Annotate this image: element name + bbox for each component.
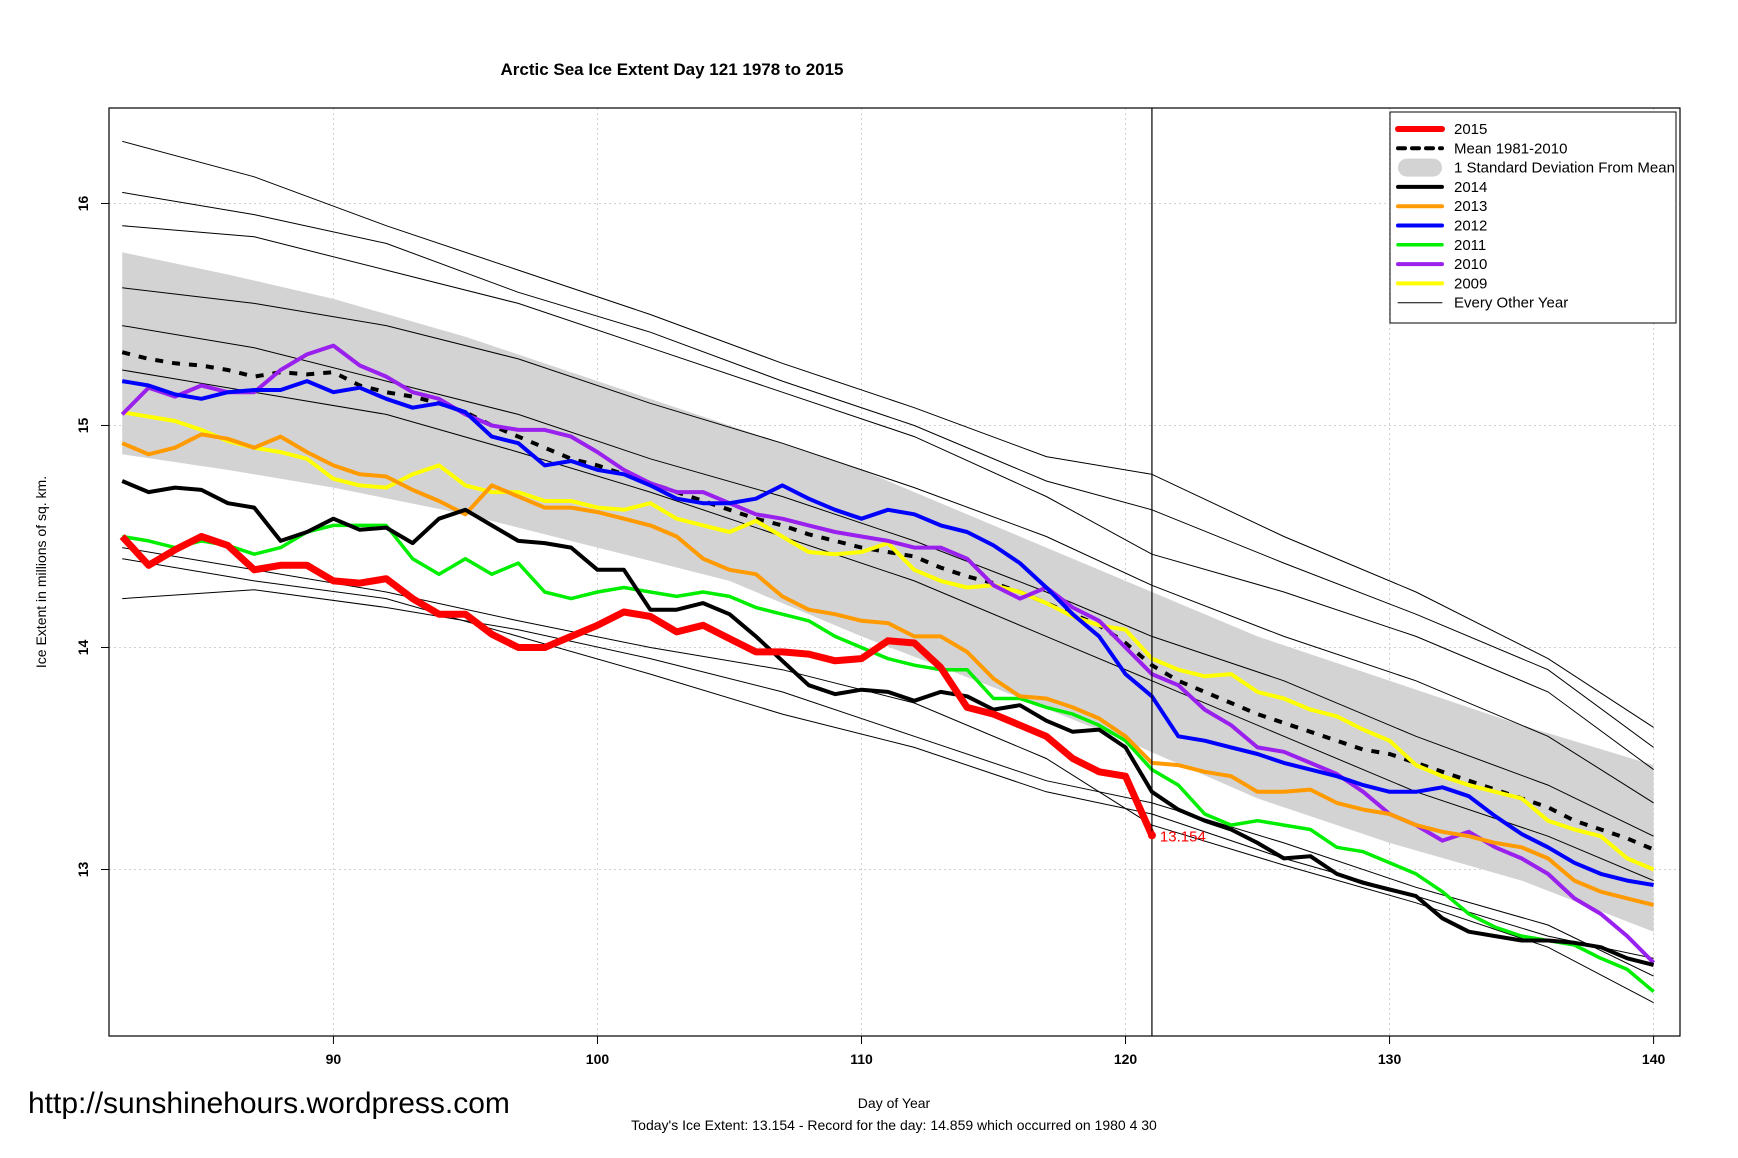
legend-label-y2014: 2014 [1454, 179, 1487, 196]
legend-label-mean: Mean 1981-2010 [1454, 140, 1567, 157]
y-axis: 13 14 15 16 [75, 195, 109, 877]
y-axis-label: Ice Extent in millions of sq. km. [33, 476, 49, 668]
legend-label-other: Every Other Year [1454, 295, 1568, 312]
legend-label-y2012: 2012 [1454, 218, 1487, 235]
series-line-y2012 [121, 379, 1654, 887]
footer-note: Today's Ice Extent: 13.154 - Record for … [631, 1117, 1157, 1133]
x-tick-label-120: 120 [1114, 1051, 1138, 1067]
plot-frame [108, 107, 1681, 1037]
x-tick-label-130: 130 [1378, 1051, 1402, 1067]
x-tick-label-100: 100 [586, 1051, 610, 1067]
other-year-line-4 [122, 325, 1654, 837]
series-line-y2014 [121, 479, 1655, 967]
other-year-line-1 [122, 191, 1654, 748]
chart-title: Arctic Sea Ice Extent Day 121 1978 to 20… [500, 60, 843, 79]
y-tick-label-16: 16 [75, 195, 91, 211]
highlight-year-lines [119, 343, 1656, 993]
legend-label-y2015: 2015 [1454, 121, 1487, 138]
x-tick-label-110: 110 [850, 1051, 873, 1067]
series-line-y2009 [121, 410, 1655, 872]
x-tick-label-90: 90 [326, 1051, 342, 1067]
other-year-line-6 [122, 547, 1654, 1004]
y-tick-label-13: 13 [75, 861, 91, 877]
today-value-label: 13.154 [1160, 828, 1206, 845]
std-deviation-band [122, 252, 1654, 932]
legend: 2015 Mean 1981-2010 1 Standard Deviation F… [1389, 111, 1677, 324]
other-year-line-0 [122, 140, 1654, 728]
y-tick-label-15: 15 [75, 417, 91, 433]
legend-swatch-band [1398, 158, 1442, 177]
series-line-y2013 [121, 432, 1655, 907]
x-tick-label-140: 140 [1642, 1051, 1666, 1067]
x-axis: 90 100 110 120 130 140 [326, 1036, 1666, 1067]
legend-label-band: 1 Standard Deviation From Mean [1454, 160, 1675, 177]
today-point [1147, 831, 1156, 840]
legend-label-y2010: 2010 [1454, 256, 1487, 273]
source-url[interactable]: http://sunshinehours.wordpress.com [28, 1087, 510, 1120]
y-tick-label-14: 14 [75, 639, 91, 655]
legend-label-y2013: 2013 [1454, 198, 1487, 215]
legend-label-y2009: 2009 [1454, 275, 1487, 292]
series-line-mean [121, 350, 1655, 852]
series-line-y2015 [119, 533, 1156, 837]
legend-box [1389, 111, 1677, 324]
other-year-line-3 [122, 287, 1654, 804]
other-year-line-7 [122, 589, 1654, 977]
series-line-y2011 [121, 523, 1655, 993]
other-year-line-2 [122, 225, 1654, 771]
x-axis-label: Day of Year [858, 1095, 931, 1111]
legend-label-y2011: 2011 [1454, 237, 1486, 254]
